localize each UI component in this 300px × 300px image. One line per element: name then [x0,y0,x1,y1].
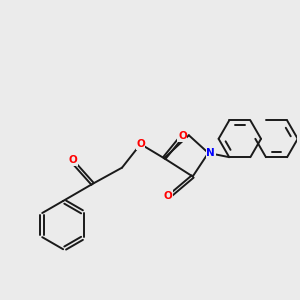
Text: N: N [206,148,215,158]
Text: O: O [178,131,187,141]
Text: O: O [68,155,77,165]
Text: O: O [163,190,172,201]
Text: O: O [136,139,145,149]
